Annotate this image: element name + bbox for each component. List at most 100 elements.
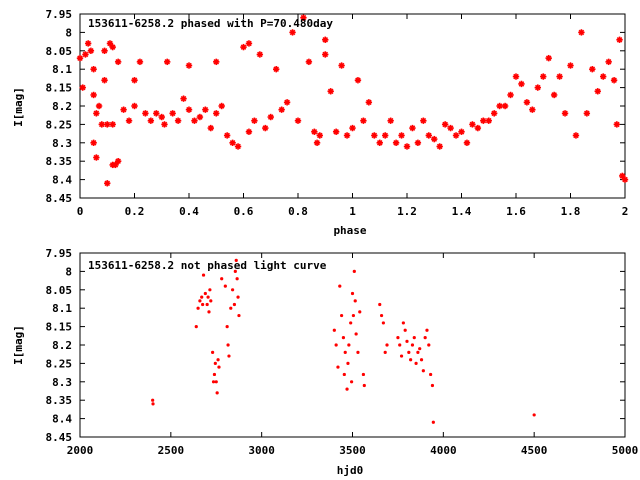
phased-data-point (431, 135, 438, 143)
phased-data-points (76, 14, 629, 187)
phased-data-point (332, 128, 340, 135)
lightcurve-data-point (229, 306, 233, 310)
phased-data-point (327, 88, 334, 95)
lightcurve-data-point (423, 336, 427, 340)
lightcurve-data-point (350, 291, 355, 296)
lightcurve-data-point (399, 354, 404, 358)
phased-data-point (90, 139, 97, 146)
lightcurve-xtick-label: 4500 (521, 444, 548, 457)
lightcurve-ytick-label: 8.1 (52, 302, 72, 315)
lightcurve-data-point (226, 343, 230, 347)
phased-data-point (95, 102, 103, 110)
phased-data-point (409, 124, 416, 132)
phased-data-point (313, 139, 321, 146)
phased-data-point (278, 106, 285, 113)
lightcurve-data-point (385, 343, 389, 347)
phased-data-point (420, 117, 427, 124)
phased-xtick-label: 0.4 (179, 205, 199, 218)
phased-data-point (79, 84, 86, 91)
lightcurve-data-point (338, 284, 342, 288)
lightcurve-data-point (381, 321, 385, 325)
lightcurve-data-point (205, 302, 209, 307)
lightcurve-data-point (198, 299, 202, 303)
lightcurve-ytick-label: 8.35 (46, 394, 73, 407)
phased-data-point (550, 91, 558, 99)
phased-data-point (120, 106, 127, 113)
lightcurve-data-point (342, 372, 346, 377)
lightcurve-data-point (421, 369, 425, 373)
lightcurve-data-point (234, 258, 238, 262)
lightcurve-data-point (232, 302, 237, 307)
phased-data-point (534, 84, 541, 91)
phased-chart-title: 153611-6258.2 phased with P=70.480day (88, 17, 333, 30)
phased-data-point (507, 91, 514, 99)
phased-data-point (376, 139, 383, 146)
phased-data-point (101, 47, 108, 54)
lightcurve-data-point (217, 365, 221, 369)
phased-data-point (218, 102, 225, 110)
phased-data-point (125, 117, 133, 124)
lightcurve-data-point (419, 358, 424, 362)
lightcurve-data-point (352, 269, 356, 273)
lightcurve-data-point (212, 372, 217, 377)
lightcurve-data-point (418, 347, 422, 351)
phased-ytick-label: 7.95 (46, 8, 73, 21)
phased-data-point (305, 58, 313, 66)
lightcurve-data-point (216, 358, 220, 362)
phased-data-point (164, 58, 171, 66)
phased-data-point (322, 36, 329, 43)
phased-data-point (523, 99, 531, 106)
phased-ytick-label: 8.25 (46, 118, 73, 131)
phased-data-point (458, 128, 465, 135)
lightcurve-panel: 2000 2500 3000 3500 4000 4500 5000 7.95 8 8.05 8.1… (12, 247, 638, 477)
phased-data-point (147, 117, 155, 124)
phased-xtick-label: 2 (622, 205, 629, 218)
phased-data-point (540, 73, 547, 80)
phased-data-point (161, 121, 168, 128)
lightcurve-y-axis-label: I[mag] (12, 325, 25, 365)
lightcurve-data-point (412, 336, 416, 340)
phased-data-point (322, 51, 329, 58)
phased-data-point (196, 113, 204, 121)
phased-data-point (90, 66, 97, 73)
phased-data-point (447, 124, 454, 132)
phased-data-point (578, 29, 585, 36)
phased-data-point (605, 58, 612, 66)
phased-data-point (349, 124, 356, 132)
phased-data-point (518, 80, 525, 88)
lightcurve-data-point (208, 288, 212, 292)
lightcurve-data-point (201, 302, 205, 307)
lightcurve-data-point (201, 273, 206, 277)
lightcurve-data-point (332, 328, 336, 332)
lightcurve-data-point (401, 321, 405, 325)
lightcurve-data-point (200, 295, 204, 299)
phased-xtick-label: 1.2 (397, 205, 417, 218)
phased-data-point (131, 102, 138, 110)
phased-data-point (316, 132, 323, 139)
lightcurve-xtick-label: 5000 (612, 444, 639, 457)
phased-data-point (360, 117, 367, 124)
lightcurve-plot-frame (79, 252, 626, 438)
phased-ytick-label: 8.2 (52, 100, 72, 113)
phased-ytick-label: 8.1 (52, 63, 72, 76)
phased-data-point (572, 132, 580, 139)
phased-data-point (93, 110, 100, 117)
lightcurve-data-point (151, 398, 155, 402)
lightcurve-data-point (351, 313, 356, 318)
phased-data-point (561, 110, 569, 117)
lightcurve-data-point (353, 299, 357, 303)
phased-data-point (158, 113, 165, 121)
phased-data-point (180, 95, 187, 102)
phased-data-point (93, 154, 100, 161)
phased-data-point (556, 73, 563, 80)
lightcurve-data-point (407, 350, 411, 354)
lightcurve-ytick-label: 8.45 (46, 431, 73, 444)
phased-data-point (234, 143, 242, 150)
phased-data-point (300, 14, 307, 21)
phased-data-point (403, 143, 411, 150)
phased-data-point (354, 77, 362, 84)
lightcurve-data-point (207, 310, 211, 314)
phased-data-point (600, 73, 607, 80)
phased-data-point (441, 121, 449, 128)
phased-xtick-label: 0.8 (288, 205, 308, 218)
